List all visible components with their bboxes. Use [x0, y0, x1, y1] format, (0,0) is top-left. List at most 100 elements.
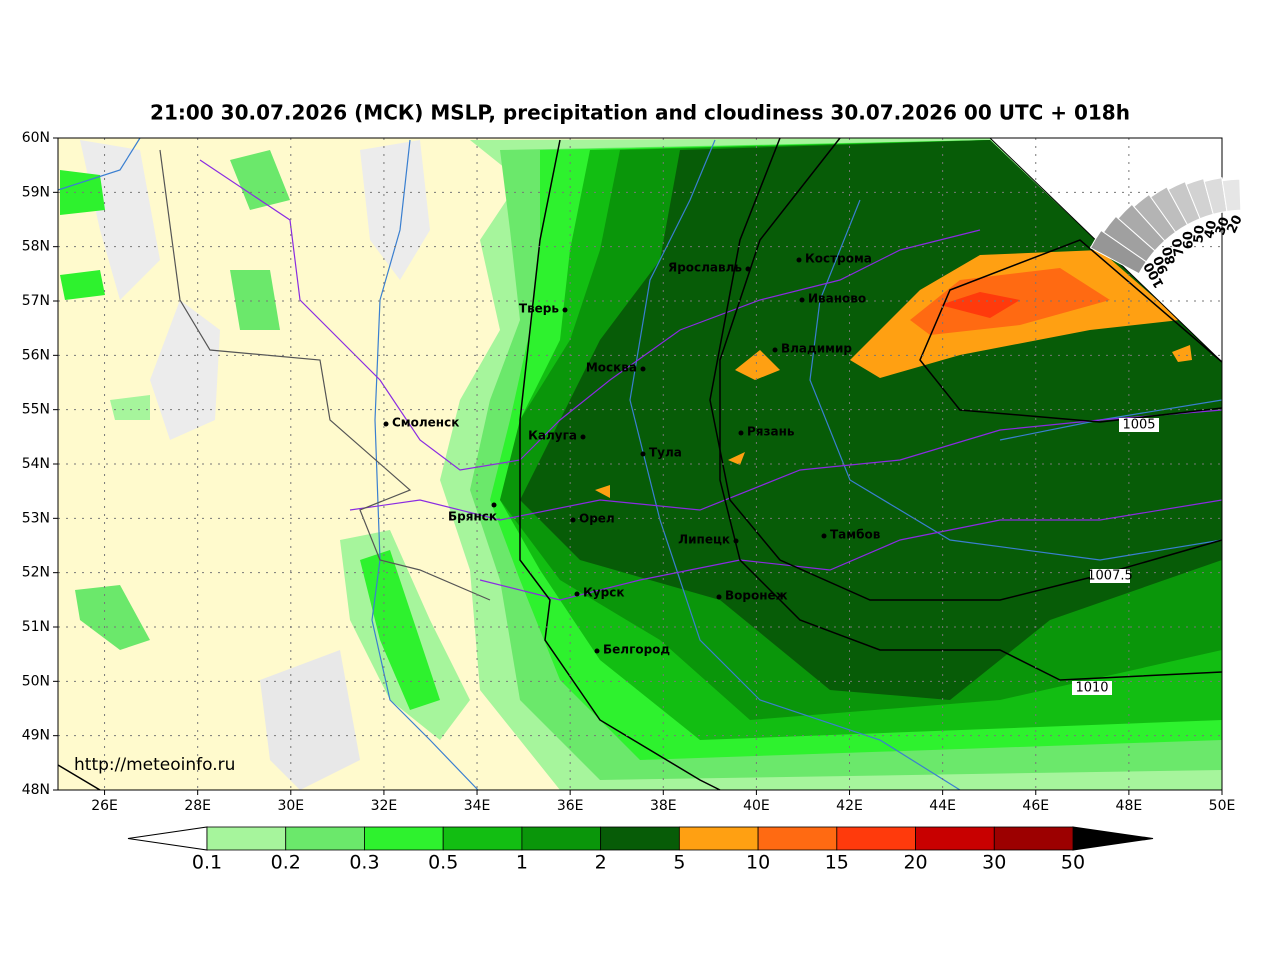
cloudiness-label: 90 — [1151, 254, 1172, 276]
contour-line — [57, 764, 101, 791]
precipitation-area — [230, 150, 290, 210]
city-label: Тула — [649, 446, 682, 460]
cloudiness-sector — [1203, 177, 1228, 215]
cloudiness-label: 50 — [1191, 225, 1207, 244]
city-dot — [821, 533, 827, 539]
precipitation-area — [940, 292, 1020, 318]
city-label: Курск — [583, 586, 624, 600]
lon-tick-label: 38E — [650, 798, 677, 814]
lat-tick-label: 55N — [22, 402, 50, 418]
precipitation-area — [728, 452, 745, 465]
cloudiness-label: 80 — [1160, 245, 1179, 266]
lon-tick-label: 26E — [91, 798, 118, 814]
cloudiness-label: 20 — [1225, 213, 1246, 236]
city-dot — [383, 421, 389, 427]
cloudiness-label: 60 — [1181, 231, 1197, 250]
isobar-label-bg — [1072, 681, 1112, 695]
colorbar-bin — [836, 826, 916, 851]
lon-tick-label: 28E — [184, 798, 211, 814]
lat-tick-label: 58N — [22, 239, 50, 255]
colorbar-bin — [442, 826, 523, 851]
colorbar-bin — [678, 826, 759, 851]
colorbar-label: 0.1 — [192, 852, 222, 874]
city-dot — [799, 297, 805, 303]
colorbar-extend-low — [127, 826, 208, 851]
cloudiness-label: 40 — [1202, 219, 1220, 240]
lon-tick-label: 46E — [1022, 798, 1049, 814]
city-dot — [716, 594, 722, 600]
precipitation-area — [60, 270, 105, 300]
lat-tick-label: 53N — [22, 510, 50, 526]
city-dot — [733, 538, 739, 544]
city-dot — [745, 266, 751, 272]
city-label: Иваново — [808, 292, 866, 306]
source-url: http://meteoinfo.ru — [74, 755, 235, 775]
cloud-area — [260, 650, 360, 790]
colorbar-label: 15 — [825, 852, 849, 874]
colorbar-label: 2 — [595, 852, 607, 874]
city-dot — [738, 430, 744, 436]
cloud-area — [360, 140, 430, 280]
colorbar-label: 30 — [982, 852, 1006, 874]
city-dot — [574, 591, 580, 597]
lon-tick-label: 44E — [929, 798, 956, 814]
lon-tick-label: 36E — [557, 798, 584, 814]
cloudiness-sector — [1117, 203, 1166, 252]
lat-tick-label: 52N — [22, 565, 50, 581]
colorbar-bin — [206, 826, 287, 851]
lon-tick-label: 32E — [371, 798, 398, 814]
colorbar-bin — [915, 826, 995, 851]
precipitation-area — [735, 350, 780, 380]
cloudiness-label: 30 — [1213, 215, 1233, 237]
isobar-label: 1005 — [1122, 418, 1155, 433]
lat-tick-label: 54N — [22, 456, 50, 472]
contour-line — [159, 149, 491, 601]
colorbar-label: 5 — [673, 852, 685, 874]
cloudiness-sector — [1089, 229, 1147, 275]
city-label: Калуга — [528, 429, 577, 443]
city-dot — [594, 648, 600, 654]
cloudiness-sector — [1221, 178, 1242, 212]
contour-line — [719, 137, 1223, 681]
isobar-label: 1007.5 — [1087, 569, 1133, 584]
lat-tick-label: 57N — [22, 293, 50, 309]
city-dot — [772, 347, 778, 353]
precipitation-area — [595, 485, 610, 498]
lon-tick-label: 42E — [836, 798, 863, 814]
city-label: Липецк — [678, 533, 730, 547]
city-dot — [580, 434, 586, 440]
contour-line — [809, 199, 1223, 561]
city-dot — [570, 517, 576, 523]
colorbar-label: 0.3 — [349, 852, 379, 874]
precipitation-area — [110, 395, 150, 420]
lon-tick-label: 34E — [464, 798, 491, 814]
colorbar-label: 10 — [746, 852, 770, 874]
lat-tick-label: 56N — [22, 347, 50, 363]
map-frame — [57, 137, 1223, 791]
city-dot — [796, 257, 802, 263]
colorbar-extend-high — [1072, 826, 1154, 851]
city-label: Тамбов — [830, 528, 881, 542]
colorbar-label: 20 — [903, 852, 927, 874]
city-dot — [491, 502, 497, 508]
title: 21:00 30.07.2026 (МСК) MSLP, precipitati… — [150, 101, 1130, 125]
contour-line — [57, 137, 141, 191]
lat-tick-label: 59N — [22, 184, 50, 200]
isobar-label-bg — [1119, 418, 1159, 432]
contour-line — [479, 499, 1223, 601]
isobar-label: 1010 — [1075, 681, 1108, 696]
precipitation-area — [75, 585, 150, 650]
city-label: Ярославль — [668, 261, 742, 275]
lat-tick-label: 48N — [22, 782, 50, 798]
colorbar-bin — [993, 826, 1074, 851]
city-dot — [562, 307, 568, 313]
cloudiness-sector — [1133, 193, 1177, 242]
precipitation-area — [360, 550, 440, 710]
city-label: Рязань — [747, 425, 795, 439]
contour-line — [349, 409, 1223, 521]
contour-line — [629, 139, 961, 791]
contour-line — [709, 137, 1223, 601]
city-label: Москва — [586, 361, 637, 375]
